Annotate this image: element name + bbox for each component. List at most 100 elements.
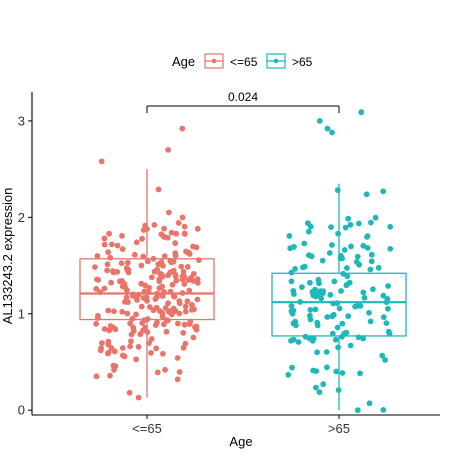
data-point [181, 281, 188, 287]
data-point [119, 352, 126, 359]
data-point [154, 369, 161, 376]
data-point [167, 269, 174, 276]
data-point [146, 284, 153, 291]
data-point [107, 254, 114, 261]
data-point [111, 348, 118, 355]
legend-key-le65 [204, 53, 224, 69]
plot-area [79, 109, 407, 414]
data-point [169, 281, 176, 288]
data-point [342, 224, 349, 231]
data-point [194, 296, 201, 303]
data-point [293, 322, 299, 329]
box [271, 272, 407, 337]
data-point [190, 334, 197, 341]
data-point [160, 350, 166, 357]
data-point [385, 283, 391, 289]
data-point [110, 362, 117, 369]
data-point [341, 247, 348, 253]
data-point [104, 261, 111, 268]
data-point [329, 242, 335, 248]
data-point [380, 188, 387, 195]
legend-key-gt65 [266, 53, 286, 69]
data-point [181, 321, 188, 328]
data-point [124, 310, 131, 317]
data-point [314, 349, 320, 356]
data-point [114, 242, 121, 249]
data-point [152, 322, 159, 328]
data-point [185, 277, 192, 283]
data-point [184, 249, 191, 256]
y-tick-label: 2 [18, 210, 25, 225]
data-point [289, 364, 295, 371]
data-point [179, 276, 186, 283]
y-axis-title: AL133243.2 expression [0, 188, 15, 325]
data-point [356, 261, 363, 268]
data-point [299, 284, 305, 290]
data-point [138, 262, 145, 269]
data-point [354, 407, 361, 414]
data-point [343, 329, 350, 336]
data-point [366, 400, 373, 407]
data-point [387, 245, 394, 252]
data-point [288, 278, 295, 285]
data-point [94, 276, 100, 283]
y-tick-label: 3 [18, 113, 25, 128]
data-point [105, 338, 112, 345]
data-point [133, 311, 139, 318]
data-point [370, 286, 376, 293]
data-point [170, 305, 177, 312]
data-point [155, 261, 162, 267]
data-point [306, 335, 313, 342]
data-point [182, 303, 189, 310]
data-point [339, 370, 346, 376]
data-point [323, 349, 330, 355]
data-point [339, 320, 346, 327]
x-axis-title: Age [229, 434, 252, 449]
data-point [172, 240, 179, 247]
data-point [330, 300, 337, 307]
data-point [138, 280, 145, 287]
data-point [335, 230, 341, 237]
data-point [101, 241, 108, 248]
data-point [142, 324, 149, 331]
data-point [138, 303, 145, 310]
data-point [179, 290, 186, 296]
y-tick-label: 1 [18, 306, 25, 321]
data-point [163, 317, 170, 323]
data-point [111, 308, 117, 315]
data-point [286, 233, 293, 239]
data-point [107, 323, 114, 329]
data-point [130, 291, 137, 298]
data-point [104, 267, 110, 274]
data-point [124, 259, 131, 266]
data-point [92, 264, 98, 270]
data-point [334, 187, 341, 194]
data-point [312, 306, 319, 313]
data-point [338, 288, 344, 294]
data-point [174, 376, 181, 383]
data-point [110, 269, 117, 276]
data-point [105, 307, 112, 314]
data-point [176, 300, 183, 307]
data-point [380, 407, 387, 413]
data-point [301, 240, 308, 247]
data-point [347, 221, 354, 228]
data-point [154, 266, 161, 273]
data-point [191, 306, 197, 313]
x-ticks: <=65 >65 [132, 415, 350, 436]
data-point [112, 326, 119, 333]
data-point [300, 264, 306, 271]
data-point [139, 235, 146, 242]
x-tick-label: <=65 [132, 421, 162, 436]
p-value-label: 0.024 [228, 90, 258, 104]
series-gt65 [271, 109, 407, 414]
data-point [172, 252, 179, 259]
data-point [355, 334, 362, 341]
data-point [175, 220, 182, 226]
data-point [194, 276, 201, 283]
data-point [119, 278, 125, 284]
data-point [144, 329, 151, 335]
data-point [125, 269, 132, 276]
data-point [186, 287, 193, 294]
